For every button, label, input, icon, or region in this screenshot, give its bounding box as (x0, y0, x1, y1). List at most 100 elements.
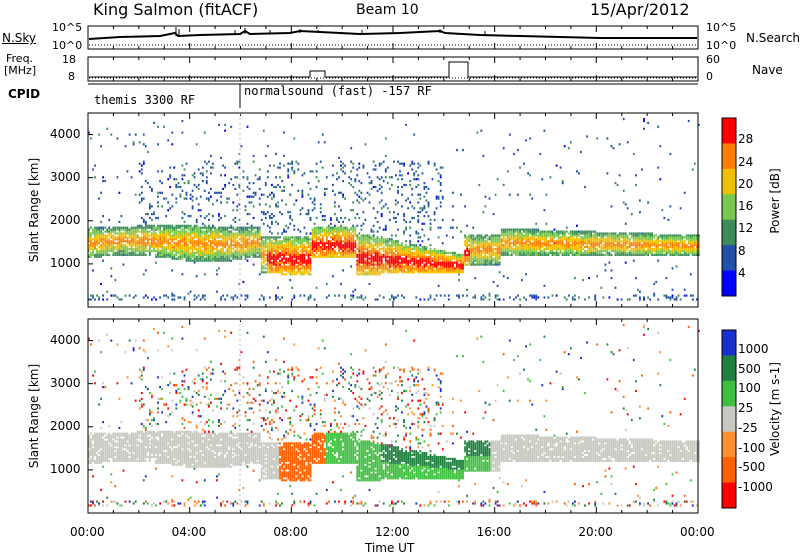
power-cell (361, 267, 363, 269)
power-cell (157, 217, 159, 219)
power-cell (633, 254, 635, 256)
power-cell (525, 273, 527, 275)
power-cell (102, 244, 104, 246)
power-cell (127, 252, 129, 254)
power-cell (377, 265, 379, 267)
power-cell (474, 254, 476, 256)
power-cell (275, 267, 277, 269)
power-cell (320, 248, 322, 250)
power-cell (371, 250, 373, 252)
power-cell (135, 234, 137, 236)
power-cell (165, 232, 167, 234)
power-cell (289, 279, 291, 281)
power-cell (539, 236, 541, 238)
power-cell (363, 248, 365, 250)
power-cell (285, 254, 287, 256)
power-cell (537, 254, 539, 256)
power-cell (151, 232, 153, 234)
power-cell (440, 271, 442, 273)
power-cell (627, 242, 629, 244)
power-cell (220, 298, 222, 300)
power-cell (300, 295, 302, 297)
power-cell (564, 252, 566, 254)
power-cell (391, 184, 393, 186)
power-cell (539, 231, 541, 233)
power-cell (426, 246, 428, 248)
power-cell (375, 273, 377, 275)
power-cell (470, 234, 472, 236)
power-cell (271, 262, 273, 264)
power-cell (426, 269, 428, 271)
power-cell (253, 254, 255, 256)
power-cell (371, 236, 373, 238)
power-cell (503, 254, 505, 256)
power-cell (236, 176, 238, 178)
power-cell (206, 258, 208, 260)
power-cell (277, 252, 279, 254)
power-cell (487, 248, 489, 250)
power-cell (340, 238, 342, 240)
power-cell (535, 250, 537, 252)
power-cell (194, 231, 196, 233)
power-cell (330, 240, 332, 242)
power-cell (426, 260, 428, 262)
power-cell (491, 240, 493, 242)
power-cell (385, 203, 387, 205)
power-cell (448, 267, 450, 269)
power-cell (206, 170, 208, 172)
power-cell (169, 250, 171, 252)
power-cell (196, 186, 198, 188)
power-cell (297, 252, 299, 254)
power-cell (157, 240, 159, 242)
power-cell (198, 232, 200, 234)
power-cell (104, 227, 106, 229)
power-cell (485, 236, 487, 238)
power-cell (202, 244, 204, 246)
power-cell (489, 295, 491, 297)
power-cell (385, 254, 387, 256)
power-cell (151, 238, 153, 240)
power-cell (220, 217, 222, 219)
power-cell (159, 252, 161, 254)
power-cell (354, 252, 356, 254)
power-cell (310, 188, 312, 190)
power-cell (121, 238, 123, 240)
power-heatmap (88, 118, 700, 301)
power-cell (289, 163, 291, 165)
power-cell (511, 252, 513, 254)
power-cell (460, 264, 462, 266)
power-cell (426, 248, 428, 250)
power-cell (401, 269, 403, 271)
power-cell (241, 145, 243, 147)
power-cell (271, 217, 273, 219)
power-cell (302, 248, 304, 250)
power-cell (544, 285, 546, 287)
power-cell (340, 240, 342, 242)
power-cell (245, 258, 247, 260)
power-cell (478, 252, 480, 254)
power-cell (198, 236, 200, 238)
power-cell (361, 198, 363, 200)
power-cell (300, 246, 302, 248)
power-cell (147, 182, 149, 184)
power-cell (358, 264, 360, 266)
power-cell (184, 250, 186, 252)
power-cell (495, 296, 497, 298)
power-cell (588, 242, 590, 244)
power-cell (275, 186, 277, 188)
power-cell (639, 238, 641, 240)
power-cell (617, 252, 619, 254)
power-cell (104, 248, 106, 250)
power-cell (236, 194, 238, 196)
power-cell (188, 182, 190, 184)
power-cell (354, 180, 356, 182)
power-cell (452, 192, 454, 194)
power-cell (344, 244, 346, 246)
power-cell (424, 269, 426, 271)
power-cell (594, 295, 596, 297)
power-cell (236, 248, 238, 250)
power-cell (460, 269, 462, 271)
power-cell (407, 198, 409, 200)
power-cell (375, 242, 377, 244)
power-cell (511, 232, 513, 234)
